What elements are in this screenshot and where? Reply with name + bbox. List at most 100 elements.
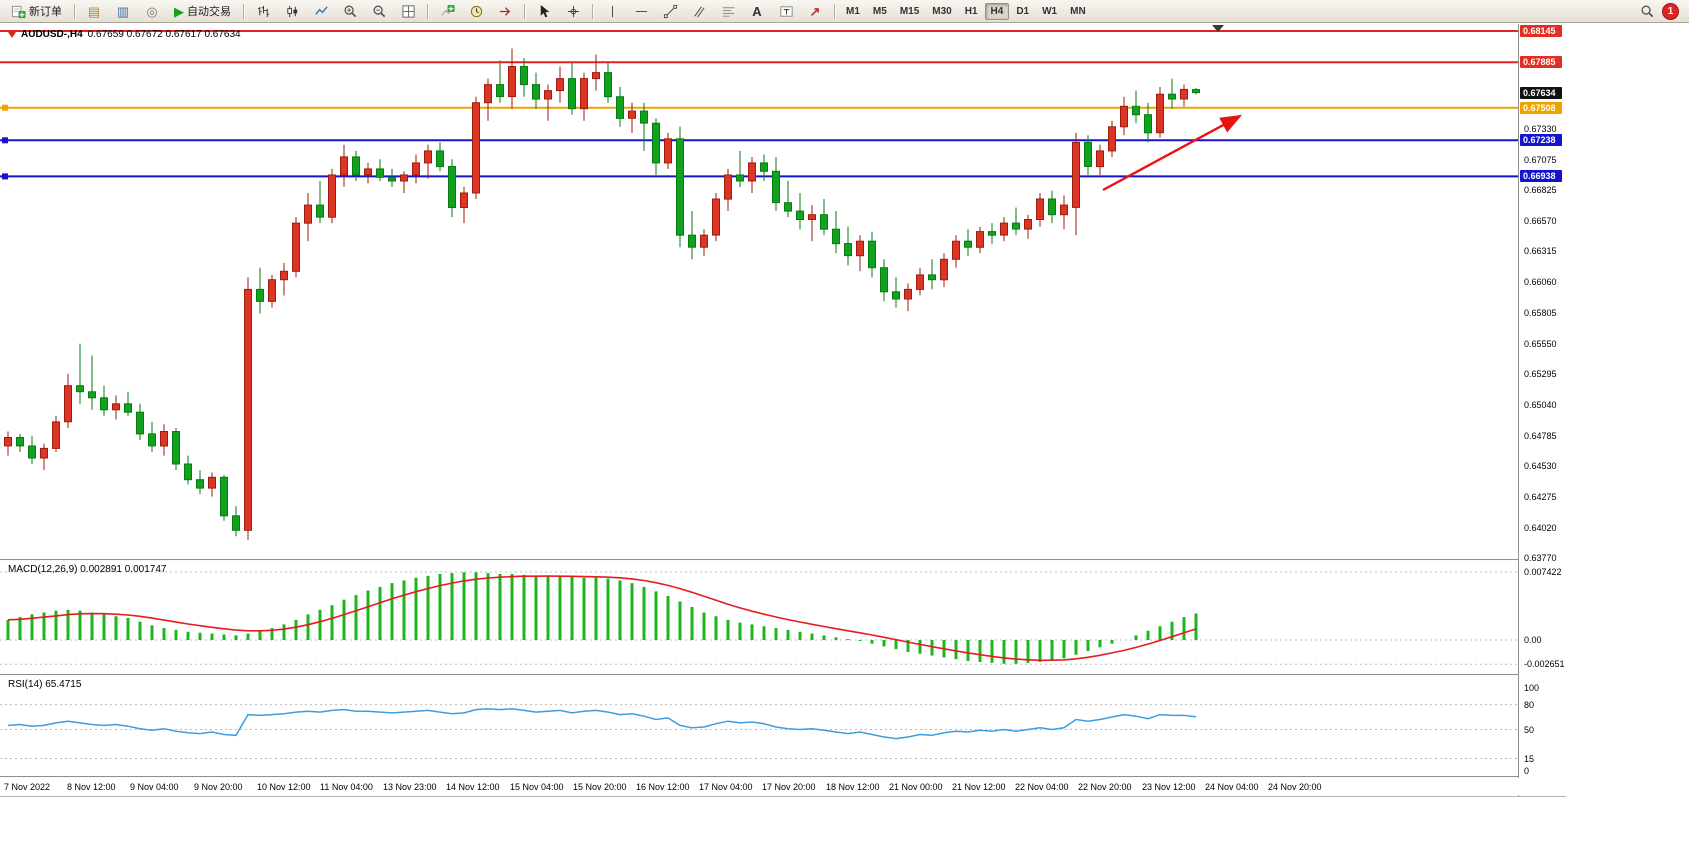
crosshair-button[interactable] [559, 0, 587, 22]
price-tick: 0.64020 [1524, 523, 1557, 533]
search-button[interactable] [1633, 0, 1661, 22]
toolbar-separator [427, 3, 428, 19]
price-label-box: 0.67508 [1520, 102, 1562, 114]
zoom-in-icon [344, 5, 356, 17]
price-tick: 0.66825 [1524, 185, 1557, 195]
timeframe-w1-button[interactable]: W1 [1042, 5, 1058, 17]
arrows-button[interactable]: ↗ [801, 0, 829, 22]
line-handle[interactable] [2, 137, 8, 144]
candle-chart-button[interactable] [278, 0, 306, 22]
time-label: 9 Nov 04:00 [130, 782, 179, 792]
price-tick: 0.65040 [1524, 400, 1557, 410]
timeframe-m30-button[interactable]: M30 [932, 5, 952, 17]
trendline-icon [663, 4, 677, 18]
timeframe-h4-button[interactable]: H4 [984, 2, 1010, 20]
price-label-box: 0.67238 [1520, 134, 1562, 146]
fibonacci-icon [722, 6, 734, 17]
cursor-button[interactable] [530, 0, 558, 22]
text-label-button[interactable] [772, 0, 800, 22]
price-scale[interactable]: 0.67330 0.67075 0.66825 0.66570 0.66315 0.660… [1519, 24, 1566, 796]
panel-separator [0, 776, 1566, 778]
text-label-icon [779, 5, 793, 17]
axis-border [0, 796, 1566, 797]
channel-button[interactable] [685, 0, 713, 22]
price-label-box: 0.67634 [1520, 87, 1562, 99]
toolbar-separator [592, 3, 593, 19]
crosshair-icon [567, 5, 579, 17]
timeframe-h1-button[interactable]: H1 [964, 5, 978, 17]
line-handle[interactable] [2, 104, 8, 111]
main-chart-canv[interactable] [0, 24, 1518, 559]
horizontal-line-icon [635, 10, 647, 12]
navigator-icon: ◎ [146, 3, 158, 19]
indicators-button[interactable] [433, 0, 461, 22]
price-tick: 0.65295 [1524, 369, 1557, 379]
price-tick: 0.65805 [1524, 308, 1557, 318]
time-axis[interactable]: 7 Nov 2022 8 Nov 12:00 9 Nov 04:00 9 Nov 20… [0, 778, 1566, 795]
search-icon [1641, 5, 1653, 17]
timeframe-m15-button[interactable]: M15 [899, 5, 920, 17]
panel-separator[interactable] [0, 674, 1566, 676]
macd-panel-canvas[interactable] [0, 561, 1518, 673]
indicators-icon [441, 4, 455, 16]
auto-trading-button[interactable]: ▶ 自动交易 [167, 0, 238, 22]
price-label-box: 0.68145 [1520, 25, 1562, 37]
timeframe-d1-button[interactable]: D1 [1016, 5, 1030, 17]
zoom-out-icon [373, 5, 385, 17]
vertical-line-icon [611, 5, 613, 17]
time-label: 21 Nov 00:00 [889, 782, 943, 792]
toolbar-separator [524, 3, 525, 19]
data-window-button[interactable]: ▥ [109, 0, 137, 22]
macd-scale-label: 0.007422 [1524, 567, 1562, 577]
market-watch-button[interactable]: ▤ [80, 0, 108, 22]
price-label-box: 0.67885 [1520, 56, 1562, 68]
chart-title: AUDUSD-,H4 0.67659 0.67672 0.67617 0.676… [8, 29, 241, 40]
text-button[interactable]: A [743, 0, 771, 22]
zoom-in-button[interactable] [336, 0, 364, 22]
zoom-out-button[interactable] [365, 0, 393, 22]
price-tick: 0.66570 [1524, 216, 1557, 226]
navigator-button[interactable]: ◎ [138, 0, 166, 22]
macd-scale-label: 0.00 [1524, 635, 1542, 645]
arrows-icon: ↗ [809, 3, 821, 19]
time-label: 17 Nov 20:00 [762, 782, 816, 792]
vertical-line-button[interactable] [598, 0, 626, 22]
fibonacci-button[interactable] [714, 0, 742, 22]
line-chart-button[interactable] [307, 0, 335, 22]
time-label: 14 Nov 12:00 [446, 782, 500, 792]
toolbar-separator [74, 3, 75, 19]
auto-trading-label: 自动交易 [187, 6, 231, 18]
line-handle[interactable] [2, 173, 8, 180]
timeframe-m5-button[interactable]: M5 [872, 5, 887, 17]
timeframe-mn-button[interactable]: MN [1070, 5, 1086, 17]
rsi-panel-canvas[interactable] [0, 676, 1518, 776]
trendline-button[interactable] [656, 0, 684, 22]
panel-separator[interactable] [0, 559, 1566, 561]
horizontal-line-button[interactable] [627, 0, 655, 22]
time-label: 18 Nov 12:00 [826, 782, 880, 792]
new-order-button[interactable]: 新订单 [4, 0, 69, 22]
period-clock-button[interactable] [462, 0, 490, 22]
ohlc-values: 0.67659 0.67672 0.67617 0.67634 [87, 29, 241, 40]
rsi-scale-label: 15 [1524, 754, 1535, 764]
scroll-marker-icon[interactable] [1212, 25, 1224, 32]
tile-windows-icon [401, 4, 415, 18]
scale-border [1518, 24, 1519, 796]
trend-arrow[interactable] [1102, 114, 1243, 192]
time-label: 15 Nov 04:00 [510, 782, 564, 792]
candle-chart-icon [286, 5, 297, 17]
clock-icon [470, 5, 482, 17]
timeframe-m1-button[interactable]: M1 [846, 5, 860, 17]
chart-shift-button[interactable] [491, 0, 519, 22]
macd-signal-line [7, 575, 1197, 662]
candles [4, 48, 1200, 540]
time-label: 11 Nov 04:00 [320, 782, 373, 792]
tile-windows-button[interactable] [394, 0, 422, 22]
price-label-box: 0.66938 [1520, 170, 1562, 182]
notification-badge[interactable]: 1 [1662, 2, 1679, 20]
time-label: 22 Nov 20:00 [1078, 782, 1132, 792]
bar-chart-button[interactable] [249, 0, 277, 22]
toolbar-separator [243, 3, 244, 19]
cursor-icon [540, 4, 549, 17]
